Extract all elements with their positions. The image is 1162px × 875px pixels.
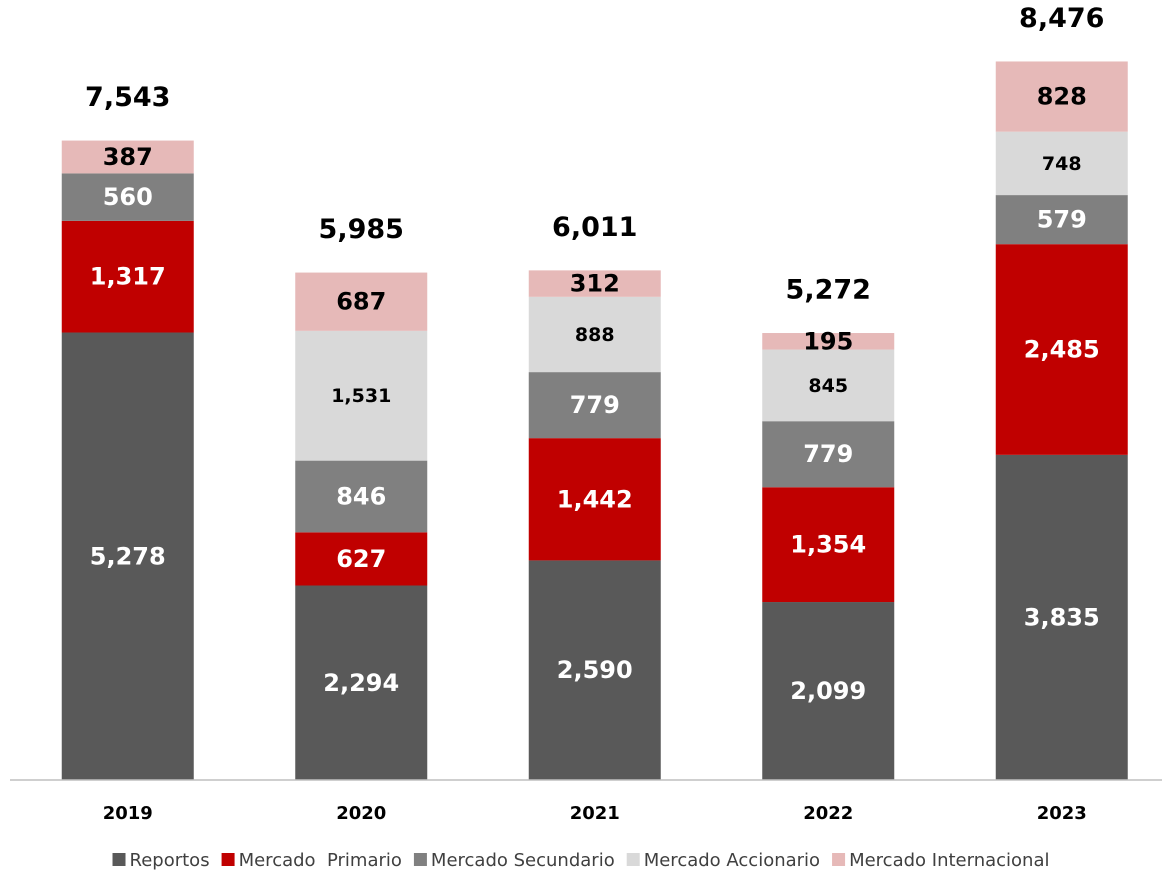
x-tick-label: 2021 <box>570 803 620 824</box>
legend-label: Reportos <box>130 850 210 871</box>
bar-segment <box>61 332 194 780</box>
bar-segment <box>762 333 895 350</box>
data-label: 2,590 <box>557 656 633 684</box>
legend-swatch <box>832 853 846 866</box>
bar-segment <box>762 421 895 488</box>
legend-swatch <box>413 853 427 866</box>
data-label: 312 <box>570 270 620 298</box>
data-label: 1,531 <box>331 385 391 407</box>
total-label: 8,476 <box>1019 3 1104 34</box>
data-label: 845 <box>808 375 848 397</box>
bar-segment <box>528 296 661 373</box>
data-label: 195 <box>803 327 853 355</box>
bar-segment <box>61 220 194 333</box>
total-label: 6,011 <box>552 212 637 243</box>
bar-segment <box>528 270 661 297</box>
data-label: 888 <box>575 324 615 346</box>
bar-segment <box>295 460 428 533</box>
legend-label: Mercado Primario <box>239 850 402 871</box>
bar-segment <box>995 61 1128 132</box>
data-label: 5,278 <box>90 542 166 570</box>
data-label: 2,294 <box>323 669 399 697</box>
data-label: 1,317 <box>90 263 166 291</box>
bar-segment <box>295 330 428 461</box>
x-tick-label: 2020 <box>336 803 386 824</box>
bar-segment <box>528 560 661 780</box>
data-label: 627 <box>336 545 386 573</box>
data-label: 579 <box>1037 206 1087 234</box>
bar-segment <box>762 349 895 422</box>
data-label: 779 <box>570 391 620 419</box>
legend-swatch <box>221 853 235 866</box>
data-label: 779 <box>803 440 853 468</box>
bar-segment <box>528 372 661 439</box>
data-label: 2,099 <box>790 677 866 705</box>
legend-label: Mercado Secundario <box>431 850 615 871</box>
bar-segment <box>995 454 1128 780</box>
data-label: 1,442 <box>557 485 633 513</box>
bar-segment <box>995 195 1128 245</box>
bar-segment <box>995 244 1128 455</box>
data-label: 828 <box>1037 83 1087 111</box>
data-label: 560 <box>103 183 153 211</box>
bar-segment <box>295 585 428 780</box>
total-label: 5,272 <box>786 275 871 306</box>
bar-segment <box>528 438 661 561</box>
bar-segment <box>295 272 428 331</box>
total-label: 5,985 <box>319 214 404 245</box>
legend-swatch <box>626 853 640 866</box>
total-label: 7,543 <box>85 82 170 113</box>
legend-swatch <box>112 853 126 866</box>
x-tick-label: 2022 <box>803 803 853 824</box>
data-label: 1,354 <box>790 531 866 559</box>
bar-segment <box>295 532 428 586</box>
data-label: 3,835 <box>1024 603 1100 631</box>
bar-segment <box>762 602 895 780</box>
bar-segment <box>61 173 194 221</box>
data-label: 387 <box>103 143 153 171</box>
x-tick-label: 2023 <box>1037 803 1087 824</box>
legend-label: Mercado Accionario <box>644 850 820 871</box>
bar-segment <box>61 140 194 174</box>
data-label: 687 <box>336 288 386 316</box>
x-tick-label: 2019 <box>103 803 153 824</box>
legend-label: Mercado Internacional <box>849 850 1049 871</box>
data-label: 2,485 <box>1024 336 1100 364</box>
bar-segment <box>762 487 895 603</box>
data-label: 748 <box>1042 153 1082 175</box>
data-label: 846 <box>336 482 386 510</box>
bar-segment <box>995 131 1128 196</box>
